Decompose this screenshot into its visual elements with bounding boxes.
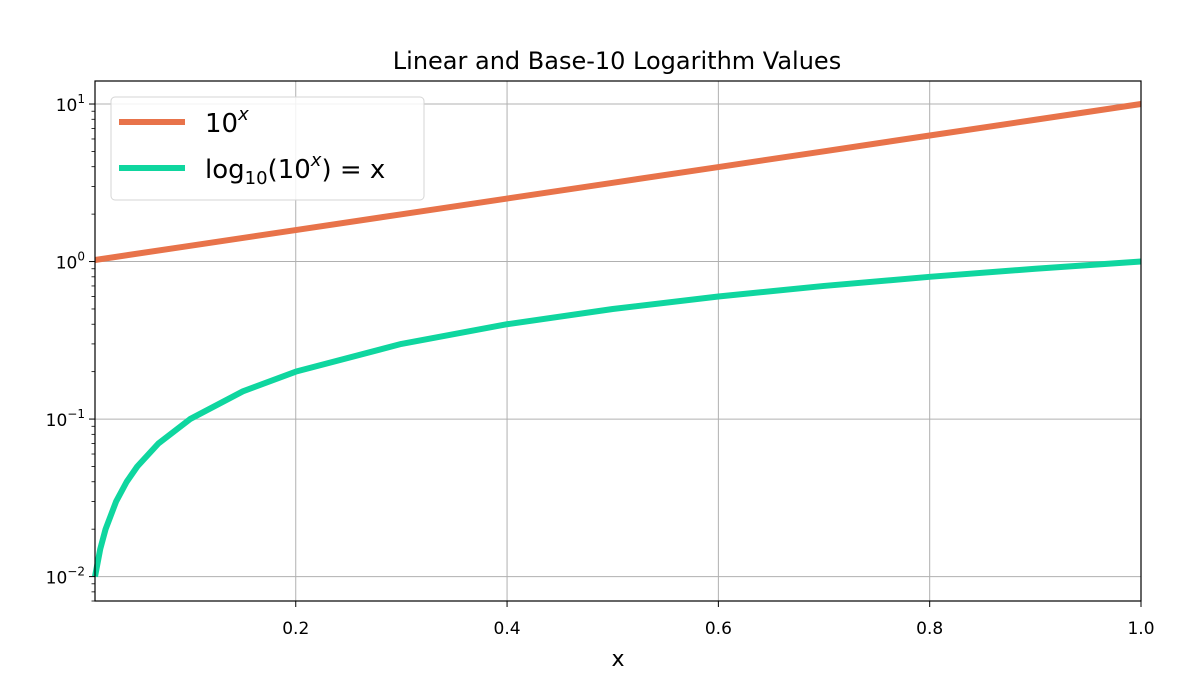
x-tick-label: 0.6 bbox=[705, 619, 732, 639]
x-tick-label: 0.4 bbox=[494, 619, 521, 639]
series-line-log10 bbox=[92, 258, 1142, 578]
legend-label-log10: log10(10x) = x bbox=[205, 150, 385, 189]
y-tick-label: 100 bbox=[56, 250, 85, 274]
y-axis: 10−2 10−1 100 101 bbox=[46, 92, 95, 602]
legend: 10x log10(10x) = x bbox=[110, 96, 425, 201]
y-tick-label: 10−1 bbox=[46, 407, 85, 431]
x-tick-label: 0.8 bbox=[916, 619, 943, 639]
x-tick-label: 0.2 bbox=[282, 619, 309, 639]
y-tick-label: 101 bbox=[56, 92, 85, 116]
legend-box bbox=[110, 96, 425, 201]
x-axis: 0.2 0.4 0.6 0.8 1.0 bbox=[282, 601, 1155, 639]
legend-label-exp10: 10x bbox=[205, 104, 249, 139]
chart-title: Linear and Base-10 Logarithm Values bbox=[393, 47, 841, 75]
series-layer bbox=[92, 101, 1142, 578]
y-tick-label: 10−2 bbox=[46, 565, 85, 589]
x-tick-label: 1.0 bbox=[1127, 619, 1154, 639]
x-axis-label: x bbox=[611, 647, 624, 672]
series-line-exp10 bbox=[94, 101, 1142, 263]
plot-frame bbox=[94, 80, 1142, 602]
